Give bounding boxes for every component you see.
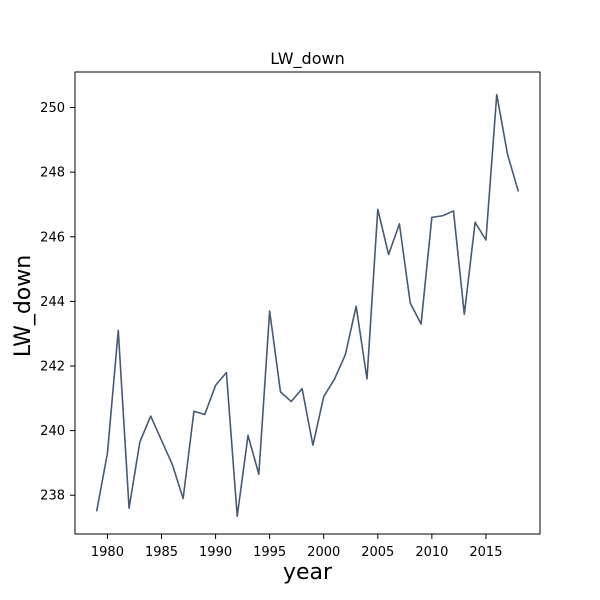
x-tick-label: 2000 (307, 545, 340, 560)
x-tick-label: 2010 (415, 545, 448, 560)
series-layer (95, 93, 520, 518)
y-tick-label: 240 (40, 424, 65, 439)
y-tick-label: 246 (40, 230, 65, 245)
x-tick-label: 1985 (145, 545, 178, 560)
y-tick-label: 242 (40, 360, 65, 375)
x-tick-label: 1995 (253, 545, 286, 560)
series-line (95, 93, 520, 518)
ticks-layer: 1980 1985 1990 1995 2000 2005 2010 2015 238 240 24… (40, 101, 502, 560)
plot-frame (74, 71, 541, 535)
x-axis-label: year (283, 560, 333, 585)
x-tick-label: 1990 (199, 545, 232, 560)
x-tick-label: 2005 (361, 545, 394, 560)
x-tick-label: 1980 (91, 545, 124, 560)
y-tick-label: 248 (40, 166, 65, 181)
chart-title: LW_down (270, 49, 344, 69)
y-tick-label: 250 (40, 101, 65, 116)
y-axis-label: LW_down (11, 255, 36, 357)
x-tick-label: 2015 (469, 545, 502, 560)
y-tick-label: 238 (40, 489, 65, 504)
y-tick-label: 244 (40, 295, 65, 310)
